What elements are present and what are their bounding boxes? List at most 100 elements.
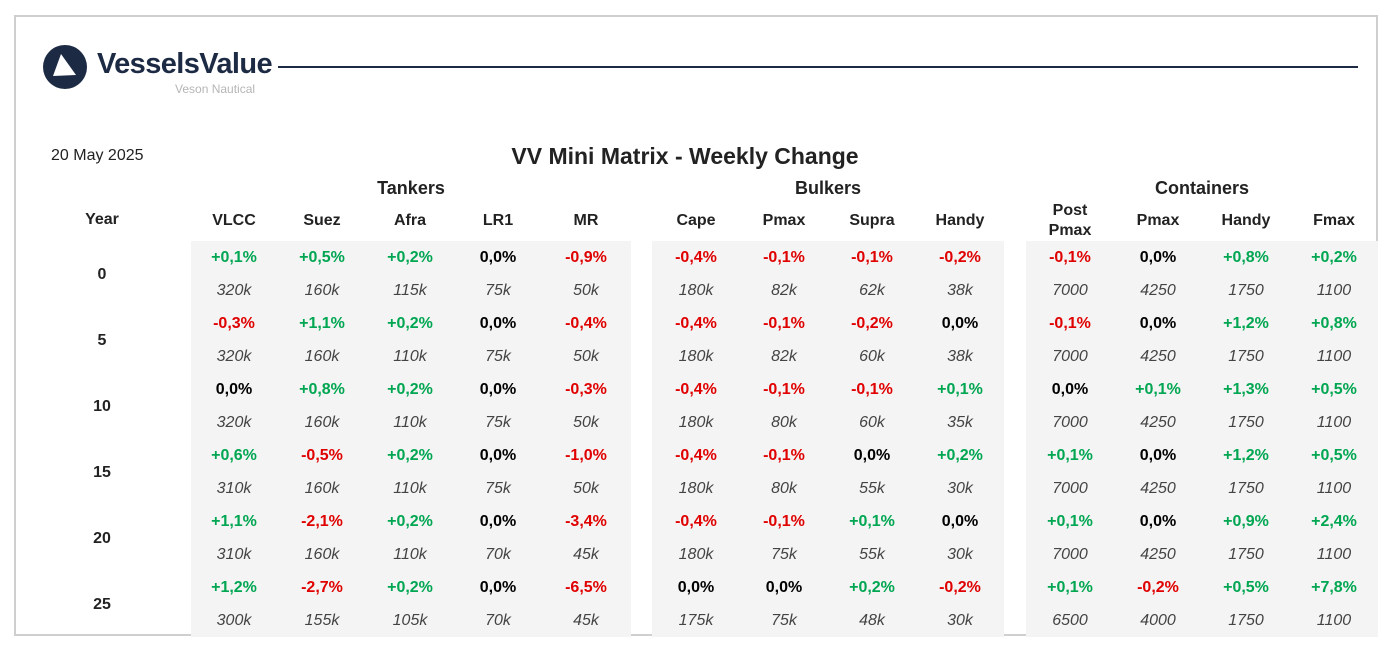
weekly-change-cell: -0,4% bbox=[675, 315, 717, 332]
weekly-change-cell: 0,0% bbox=[479, 579, 517, 596]
vessel-size-cell: 62k bbox=[859, 282, 885, 299]
weekly-change-cell: +0,6% bbox=[211, 447, 257, 464]
weekly-change-cell: -0,1% bbox=[763, 315, 805, 332]
vessel-size-cell: 310k bbox=[216, 480, 252, 497]
vessel-size-cell: 180k bbox=[678, 414, 714, 431]
weekly-change-cell: 0,0% bbox=[765, 579, 803, 596]
vessel-size-cell: 38k bbox=[947, 348, 973, 365]
weekly-change-cell: 0,0% bbox=[215, 381, 253, 398]
weekly-change-cell: +0,2% bbox=[387, 249, 433, 266]
group-header-tankers: Tankers bbox=[377, 178, 445, 198]
weekly-change-cell: +0,1% bbox=[1047, 579, 1093, 596]
vessel-size-cell: 45k bbox=[573, 612, 599, 629]
weekly-change-cell: +0,2% bbox=[387, 579, 433, 596]
vessel-size-cell: 1750 bbox=[1228, 348, 1264, 365]
column-header-pmax: Pmax bbox=[1136, 212, 1180, 229]
weekly-change-cell: +0,8% bbox=[1311, 315, 1357, 332]
vessel-size-cell: 7000 bbox=[1052, 546, 1088, 563]
weekly-change-cell: -0,1% bbox=[763, 513, 805, 530]
weekly-change-cell: -0,1% bbox=[763, 249, 805, 266]
vessel-size-cell: 160k bbox=[304, 480, 340, 497]
weekly-change-cell: +0,2% bbox=[387, 513, 433, 530]
weekly-change-cell: -0,3% bbox=[213, 315, 255, 332]
weekly-change-cell: +0,2% bbox=[387, 381, 433, 398]
weekly-change-cell: -0,1% bbox=[1049, 249, 1091, 266]
column-header-fmax: Fmax bbox=[1313, 212, 1355, 229]
vessel-size-cell: 4250 bbox=[1140, 546, 1176, 563]
vessel-size-cell: 70k bbox=[485, 546, 511, 563]
report-date: 20 May 2025 bbox=[51, 147, 144, 164]
weekly-change-cell: 0,0% bbox=[853, 447, 891, 464]
group-header-bulkers: Bulkers bbox=[794, 178, 862, 198]
weekly-change-cell: 0,0% bbox=[479, 381, 517, 398]
vessel-size-cell: 60k bbox=[859, 414, 885, 431]
weekly-change-cell: +0,5% bbox=[299, 249, 345, 266]
header-divider bbox=[278, 66, 1358, 68]
vessel-size-cell: 4250 bbox=[1140, 414, 1176, 431]
vessel-size-cell: 300k bbox=[216, 612, 252, 629]
weekly-change-cell: -0,1% bbox=[763, 447, 805, 464]
weekly-change-cell: 0,0% bbox=[1139, 249, 1177, 266]
weekly-change-cell: -0,9% bbox=[565, 249, 607, 266]
weekly-change-cell: 0,0% bbox=[941, 315, 979, 332]
weekly-change-cell: -0,1% bbox=[851, 249, 893, 266]
row-year-label: 0 bbox=[97, 266, 107, 283]
weekly-change-cell: -0,4% bbox=[675, 381, 717, 398]
weekly-change-cell: +7,8% bbox=[1311, 579, 1357, 596]
vessel-size-cell: 82k bbox=[771, 282, 797, 299]
vessel-size-cell: 6500 bbox=[1052, 612, 1088, 629]
weekly-change-cell: +1,3% bbox=[1223, 381, 1269, 398]
vessel-size-cell: 1100 bbox=[1316, 282, 1352, 299]
weekly-change-cell: -0,4% bbox=[675, 513, 717, 530]
vessel-size-cell: 82k bbox=[771, 348, 797, 365]
vessel-size-cell: 50k bbox=[573, 414, 599, 431]
weekly-change-cell: -0,1% bbox=[763, 381, 805, 398]
weekly-change-cell: -0,4% bbox=[675, 249, 717, 266]
vessel-size-cell: 30k bbox=[947, 612, 973, 629]
weekly-change-cell: -0,2% bbox=[851, 315, 893, 332]
weekly-change-cell: +0,2% bbox=[937, 447, 983, 464]
vessel-size-cell: 160k bbox=[304, 546, 340, 563]
column-header-handy: Handy bbox=[935, 212, 985, 229]
weekly-change-cell: +0,1% bbox=[1135, 381, 1181, 398]
weekly-change-cell: +1,2% bbox=[211, 579, 257, 596]
vessel-size-cell: 60k bbox=[859, 348, 885, 365]
vessel-size-cell: 105k bbox=[392, 612, 428, 629]
vessel-size-cell: 1100 bbox=[1316, 612, 1352, 629]
weekly-change-cell: -1,0% bbox=[565, 447, 607, 464]
weekly-change-cell: 0,0% bbox=[941, 513, 979, 530]
weekly-change-cell: +0,8% bbox=[299, 381, 345, 398]
weekly-change-cell: -0,1% bbox=[1049, 315, 1091, 332]
vessel-size-cell: 4000 bbox=[1140, 612, 1176, 629]
vessel-size-cell: 75k bbox=[485, 348, 511, 365]
vessel-size-cell: 35k bbox=[947, 414, 973, 431]
vessel-size-cell: 45k bbox=[573, 546, 599, 563]
vessel-size-cell: 1100 bbox=[1316, 414, 1352, 431]
vessel-size-cell: 4250 bbox=[1140, 480, 1176, 497]
column-header-mr: MR bbox=[573, 212, 599, 229]
weekly-change-cell: +0,1% bbox=[937, 381, 983, 398]
vessel-size-cell: 1750 bbox=[1228, 282, 1264, 299]
vessel-size-cell: 180k bbox=[678, 348, 714, 365]
vessel-size-cell: 48k bbox=[859, 612, 885, 629]
weekly-change-cell: +2,4% bbox=[1311, 513, 1357, 530]
vessel-size-cell: 160k bbox=[304, 348, 340, 365]
vessel-size-cell: 310k bbox=[216, 546, 252, 563]
vessel-size-cell: 110k bbox=[393, 348, 427, 365]
weekly-change-cell: 0,0% bbox=[479, 513, 517, 530]
brand-name: VesselsValue bbox=[97, 48, 273, 80]
row-year-label: 25 bbox=[93, 596, 111, 613]
vessel-size-cell: 180k bbox=[678, 546, 714, 563]
weekly-change-cell: -0,5% bbox=[301, 447, 343, 464]
vessel-size-cell: 50k bbox=[573, 348, 599, 365]
column-header-vlcc: VLCC bbox=[212, 212, 256, 229]
vessel-size-cell: 80k bbox=[771, 480, 797, 497]
weekly-change-cell: +0,1% bbox=[1047, 447, 1093, 464]
weekly-change-cell: +0,8% bbox=[1223, 249, 1269, 266]
weekly-change-cell: +1,1% bbox=[299, 315, 345, 332]
vessel-size-cell: 55k bbox=[859, 546, 885, 563]
group-header-containers: Containers bbox=[1154, 178, 1250, 198]
weekly-change-cell: +0,2% bbox=[387, 447, 433, 464]
vessel-size-cell: 155k bbox=[304, 612, 340, 629]
weekly-change-cell: -0,3% bbox=[565, 381, 607, 398]
